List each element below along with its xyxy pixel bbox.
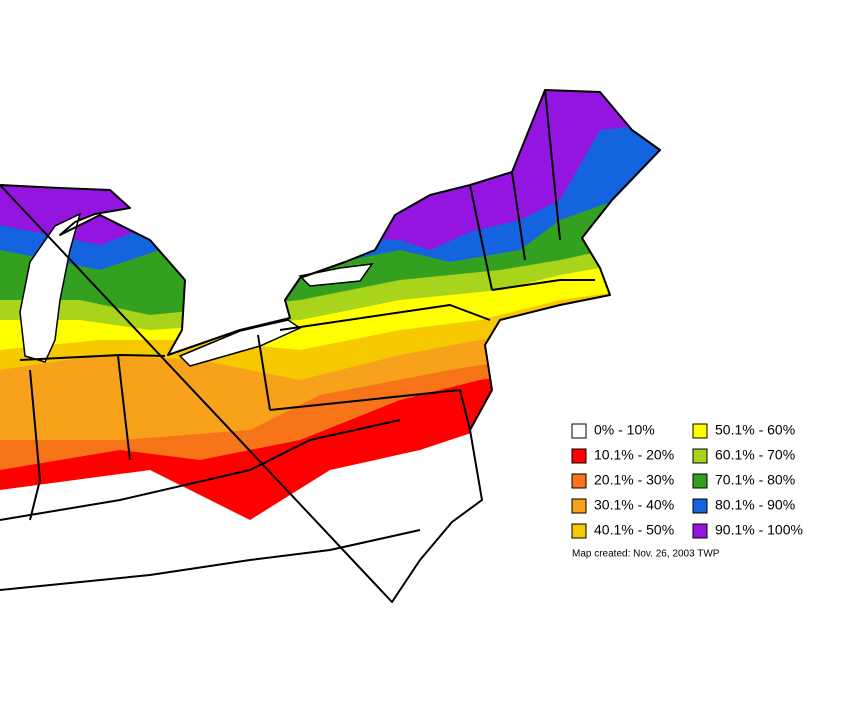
legend-label: 70.1% - 80% [715, 472, 795, 488]
legend-swatch [692, 473, 708, 489]
legend-swatch [571, 498, 587, 514]
legend-swatch [571, 448, 587, 464]
coast-outline [0, 89, 661, 603]
border-massachusetts [491, 279, 595, 291]
legend-label: 20.1% - 30% [594, 472, 674, 488]
legend-label: 40.1% - 50% [594, 522, 674, 538]
border-kentucky-tennessee [0, 529, 421, 591]
legend-label: 10.1% - 20% [594, 447, 674, 463]
legend-swatch [571, 423, 587, 439]
legend-swatch [571, 473, 587, 489]
border-indiana-ohio [117, 355, 131, 461]
border-ohio-pennsylvania [257, 334, 271, 411]
legend-swatch [571, 523, 587, 539]
border-vermont-new-hampshire [511, 171, 526, 261]
border-new-york-vermont [469, 184, 493, 291]
border-pennsylvania-south [269, 389, 471, 431]
lake-michigan [19, 212, 82, 363]
border-new-hampshire-maine [544, 89, 561, 241]
border-ohio-river [0, 419, 401, 521]
legend-label: 0% - 10% [594, 422, 655, 438]
legend-label: 60.1% - 70% [715, 447, 795, 463]
border-michigan-south [19, 354, 166, 361]
legend-swatch [692, 498, 708, 514]
map-note: Map created: Nov. 26, 2003 TWP [572, 549, 720, 560]
legend-label: 50.1% - 60% [715, 422, 795, 438]
border-new-york-pennsylvania [279, 304, 491, 331]
state-borders [0, 89, 661, 603]
border-illinois-indiana [29, 369, 41, 521]
lake-ontario [298, 263, 374, 287]
legend-label: 30.1% - 40% [594, 497, 674, 513]
legend-label: 90.1% - 100% [715, 522, 803, 538]
legend-label: 80.1% - 90% [715, 497, 795, 513]
legend: 0% - 10% 10.1% - 20% 20.1% - 30% 30.1% - 40… [571, 422, 803, 539]
legend-swatch [692, 523, 708, 539]
legend-swatch [692, 423, 708, 439]
legend-swatch [692, 448, 708, 464]
